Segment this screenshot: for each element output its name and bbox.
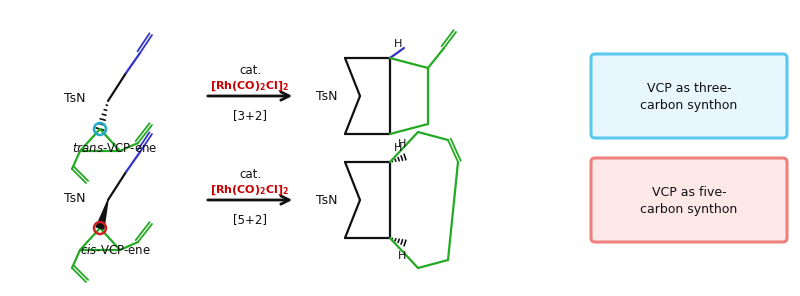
Text: $\it{trans}$-VCP-ene: $\it{trans}$-VCP-ene xyxy=(72,141,158,155)
Text: TsN: TsN xyxy=(65,92,86,105)
Text: H: H xyxy=(398,139,406,149)
Text: TsN: TsN xyxy=(317,89,338,102)
Text: VCP as five-: VCP as five- xyxy=(652,186,726,199)
Text: [3+2]: [3+2] xyxy=(233,110,267,123)
FancyBboxPatch shape xyxy=(591,54,787,138)
Text: $\it{cis}$-VCP-ene: $\it{cis}$-VCP-ene xyxy=(79,243,150,257)
FancyBboxPatch shape xyxy=(591,158,787,242)
Text: VCP as three-: VCP as three- xyxy=(646,81,731,94)
Text: H: H xyxy=(398,251,406,261)
Text: cat.: cat. xyxy=(239,65,261,78)
Text: H: H xyxy=(394,143,402,153)
Polygon shape xyxy=(96,200,108,229)
Text: carbon synthon: carbon synthon xyxy=(640,204,738,216)
Text: carbon synthon: carbon synthon xyxy=(640,99,738,112)
Text: [5+2]: [5+2] xyxy=(233,213,267,226)
Text: TsN: TsN xyxy=(65,192,86,205)
Text: $\bf{[Rh(CO)_2Cl]_2}$: $\bf{[Rh(CO)_2Cl]_2}$ xyxy=(210,79,290,93)
Text: cat.: cat. xyxy=(239,168,261,181)
Text: $\bf{[Rh(CO)_2Cl]_2}$: $\bf{[Rh(CO)_2Cl]_2}$ xyxy=(210,183,290,197)
Text: H: H xyxy=(394,39,402,49)
Text: TsN: TsN xyxy=(317,194,338,207)
